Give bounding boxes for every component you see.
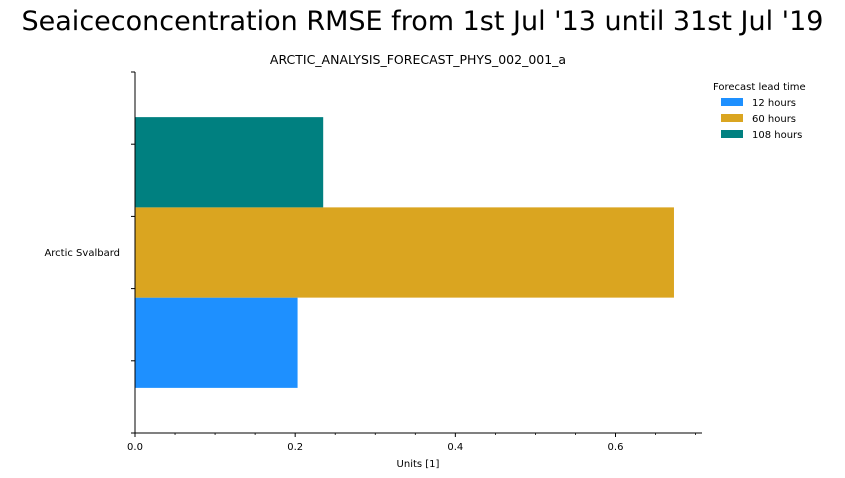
x-tick-label: 0.0 (127, 442, 143, 453)
chart-title: Seaiceconcentration RMSE from 1st Jul '1… (21, 6, 824, 37)
bar-60-hours (135, 207, 674, 298)
bars-layer (135, 117, 674, 388)
axes-layer: 0.0 0.2 0.4 0.6 Arctic Svalbard (44, 71, 702, 453)
bar-12-hours (135, 297, 298, 388)
legend-swatch (721, 114, 743, 122)
legend-swatch (721, 98, 743, 106)
legend-title: Forecast lead time (713, 82, 806, 93)
y-category-label: Arctic Svalbard (44, 248, 120, 259)
legend-swatch (721, 130, 743, 138)
x-tick-label: 0.2 (287, 442, 303, 453)
x-tick-label: 0.6 (608, 442, 624, 453)
bar-108-hours (135, 117, 324, 208)
legend: Forecast lead time 12 hours 60 hours 108 ho… (713, 82, 806, 141)
legend-entry: 60 hours (752, 114, 796, 125)
legend-entry: 108 hours (752, 130, 802, 141)
legend-entry: 12 hours (752, 98, 796, 109)
x-tick-label: 0.4 (447, 442, 463, 453)
x-axis-label: Units [1] (397, 459, 440, 470)
chart-subtitle: ARCTIC_ANALYSIS_FORECAST_PHYS_002_001_a (270, 52, 566, 67)
